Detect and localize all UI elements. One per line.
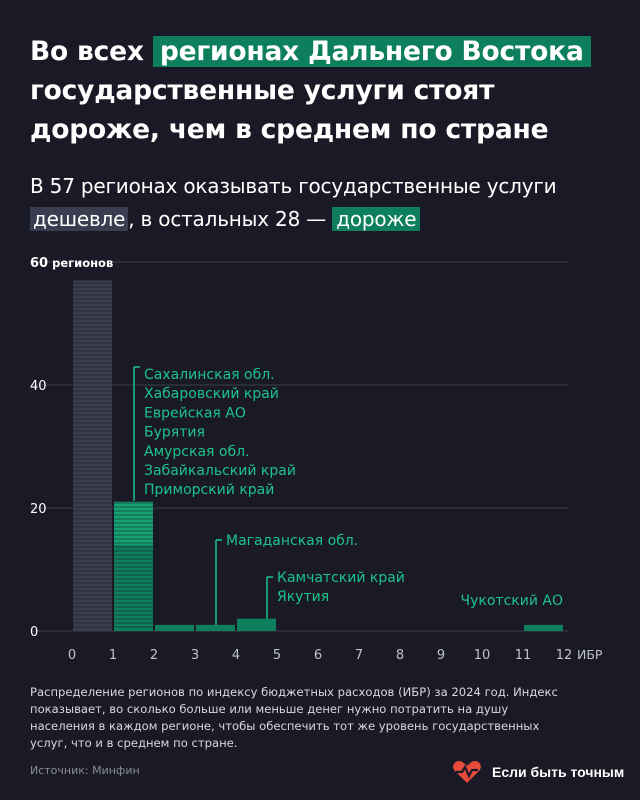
histogram-bar bbox=[237, 618, 276, 631]
title-highlight: регионах Дальнего Востока bbox=[152, 36, 591, 67]
y-tick-label: 60 регионов bbox=[30, 256, 113, 271]
annotation-label: Хабаровский край bbox=[144, 386, 279, 402]
x-tick-label: 4 bbox=[232, 648, 240, 663]
histogram-bar bbox=[524, 624, 563, 631]
annotation-label: Еврейская АО bbox=[144, 405, 246, 421]
title-part1: Во всех bbox=[30, 36, 144, 67]
x-tick-label: 2 bbox=[150, 648, 158, 663]
title-line3: дороже, чем в среднем по стране bbox=[30, 114, 549, 145]
x-tick-label: 6 bbox=[314, 648, 322, 663]
histogram-bar bbox=[73, 280, 112, 631]
annotation-label: Чукотский АО bbox=[461, 593, 563, 609]
footnote: Распределение регионов по индексу бюджет… bbox=[30, 685, 558, 750]
annotation-label: Якутия bbox=[277, 589, 329, 605]
brand-logo: Если быть точным bbox=[452, 760, 624, 784]
y-tick-label: 40 bbox=[30, 379, 47, 394]
x-tick-label: 10 bbox=[474, 648, 491, 663]
x-tick-label: 9 bbox=[437, 648, 445, 663]
x-axis-label: ИБР bbox=[577, 647, 603, 662]
x-tick-label: 0 bbox=[68, 648, 76, 663]
subtitle: В 57 регионах оказывать государственные … bbox=[30, 170, 630, 236]
x-tick-label: 1 bbox=[109, 648, 117, 663]
source-note: Источник: Минфин bbox=[30, 764, 140, 777]
x-tick-label: 5 bbox=[273, 648, 281, 663]
subtitle-expensive: дороже bbox=[332, 207, 421, 231]
title-line2: государственные услуги стоят bbox=[30, 75, 495, 106]
x-tick-label: 12 bbox=[556, 648, 573, 663]
subtitle-cheaper: дешевле bbox=[30, 207, 129, 231]
brand-name: Если быть точным bbox=[492, 764, 625, 780]
histogram-bar bbox=[155, 624, 194, 631]
annotation-label: Сахалинская обл. bbox=[144, 367, 275, 383]
page-title: Во всех регионах Дальнего Востока госуда… bbox=[30, 32, 630, 149]
y-tick-label: 20 bbox=[30, 502, 47, 517]
x-tick-label: 3 bbox=[191, 648, 199, 663]
annotation-label: Бурятия bbox=[144, 425, 205, 441]
histogram-bar bbox=[196, 624, 235, 631]
subtitle-part1: В 57 регионах оказывать государственные … bbox=[30, 174, 557, 198]
annotation-label: Забайкальский край bbox=[144, 463, 296, 479]
annotation-label: Приморский край bbox=[144, 482, 274, 498]
x-tick-label: 7 bbox=[355, 648, 363, 663]
annotation-label: Магаданская обл. bbox=[226, 533, 358, 549]
annotation-label: Камчатский край bbox=[277, 570, 405, 586]
annotation-label: Амурская обл. bbox=[144, 444, 250, 460]
heart-chart-icon bbox=[453, 761, 481, 783]
x-tick-label: 11 bbox=[515, 648, 532, 663]
y-tick-label: 0 bbox=[30, 625, 38, 640]
x-tick-label: 8 bbox=[396, 648, 404, 663]
subtitle-part2: , в остальных 28 — bbox=[128, 207, 327, 231]
